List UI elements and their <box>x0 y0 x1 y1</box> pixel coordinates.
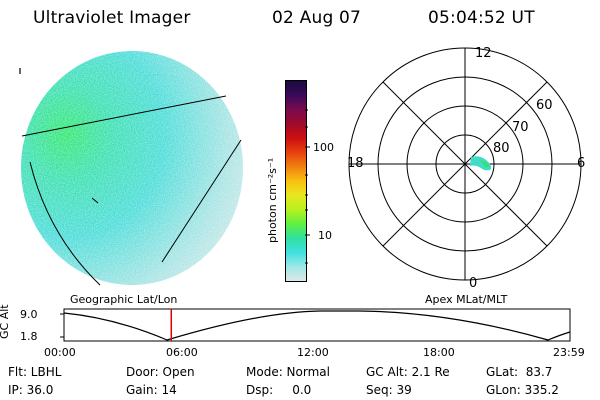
colorbar-ticks <box>305 109 310 264</box>
info-filter: Flt: LBHL <box>8 365 62 379</box>
timeline-ytick-high: 9.0 <box>20 308 38 321</box>
colorbar-tick-100: 100 <box>313 141 334 154</box>
polar-plot <box>348 47 582 281</box>
lat-label-60: 60 <box>536 98 553 113</box>
info-glon: GLon: 335.2 <box>486 383 559 397</box>
timeline-right-title: Apex MLat/MLT <box>425 293 508 306</box>
timeline-xtick-4: 23:59 <box>553 346 585 359</box>
info-glat: GLat: 83.7 <box>486 365 553 379</box>
mlt-label-6: 6 <box>577 156 586 171</box>
grid-mark <box>91 197 99 204</box>
info-dsp: Dsp: 0.0 <box>246 383 312 397</box>
mlt-label-12: 12 <box>475 46 492 61</box>
timeline-xtick-0: 00:00 <box>44 346 76 359</box>
lat-label-70: 70 <box>512 120 529 135</box>
altitude-curve <box>63 310 571 341</box>
timeline-xtick-2: 12:00 <box>297 346 329 359</box>
lat-label-80: 80 <box>493 141 510 156</box>
timeline-xtick-1: 06:00 <box>166 346 198 359</box>
aurora-bright <box>480 160 490 167</box>
disk-noise <box>21 51 243 285</box>
info-door: Door: Open <box>126 365 195 379</box>
mlt-label-18: 18 <box>347 156 364 171</box>
info-mode: Mode: Normal <box>246 365 330 379</box>
grid-line-2 <box>161 139 242 263</box>
grid-line-1 <box>21 95 227 137</box>
instrument-title: Ultraviolet Imager <box>33 8 191 28</box>
info-ip: IP: 36.0 <box>8 383 54 397</box>
colorbar <box>285 80 307 282</box>
timeline-ytick-low: 1.8 <box>20 330 38 343</box>
colorbar-tick-10: 10 <box>318 229 332 242</box>
timeline-left-title: Geographic Lat/Lon <box>70 293 178 306</box>
mlt-label-0: 0 <box>469 276 478 291</box>
info-gain: Gain: 14 <box>126 383 177 397</box>
time-label: 05:04:52 UT <box>428 8 535 28</box>
colorbar-gradient <box>286 81 306 281</box>
info-gc-alt: GC Alt: 2.1 Re <box>366 365 450 379</box>
polar-diagonal-2 <box>382 81 548 247</box>
timeline-frame <box>63 308 571 342</box>
terminator-curve <box>29 161 101 286</box>
date-label: 02 Aug 07 <box>272 8 362 28</box>
info-seq: Seq: 39 <box>366 383 412 397</box>
timeline-xtick-3: 18:00 <box>423 346 455 359</box>
